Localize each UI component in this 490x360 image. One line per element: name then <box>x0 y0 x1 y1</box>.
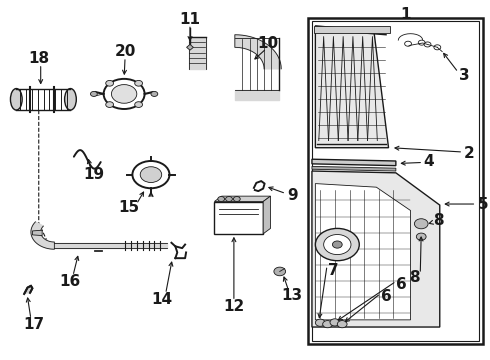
Circle shape <box>316 228 359 261</box>
Circle shape <box>111 85 137 103</box>
Circle shape <box>218 197 224 202</box>
Circle shape <box>233 197 240 202</box>
Circle shape <box>106 80 114 86</box>
Circle shape <box>151 91 158 96</box>
Polygon shape <box>187 44 194 50</box>
Polygon shape <box>215 196 270 202</box>
Bar <box>312 21 479 341</box>
Text: 7: 7 <box>328 263 339 278</box>
Bar <box>16 89 71 110</box>
Circle shape <box>316 319 325 326</box>
Text: 15: 15 <box>118 201 139 216</box>
Text: 16: 16 <box>59 274 80 289</box>
Circle shape <box>91 91 98 96</box>
Polygon shape <box>32 230 42 235</box>
Text: 13: 13 <box>281 288 302 303</box>
Circle shape <box>415 219 428 229</box>
Text: 6: 6 <box>396 277 407 292</box>
Ellipse shape <box>10 89 22 110</box>
Ellipse shape <box>65 89 76 110</box>
Text: 18: 18 <box>28 51 49 66</box>
Text: 4: 4 <box>424 154 434 169</box>
Text: 6: 6 <box>381 289 392 305</box>
Polygon shape <box>312 171 440 327</box>
Bar <box>315 26 390 33</box>
Text: 11: 11 <box>179 12 200 27</box>
Circle shape <box>135 102 143 107</box>
Polygon shape <box>24 286 32 294</box>
Polygon shape <box>31 222 54 249</box>
Circle shape <box>274 267 286 276</box>
Polygon shape <box>316 26 389 148</box>
Text: 9: 9 <box>287 188 298 203</box>
Text: 1: 1 <box>400 7 411 22</box>
Circle shape <box>132 161 170 188</box>
Circle shape <box>140 167 162 183</box>
Text: 19: 19 <box>83 167 104 183</box>
Text: 14: 14 <box>151 292 172 307</box>
Circle shape <box>135 80 143 86</box>
Circle shape <box>332 241 342 248</box>
Text: 20: 20 <box>114 45 136 59</box>
Circle shape <box>225 197 232 202</box>
Circle shape <box>106 102 114 107</box>
Text: 3: 3 <box>459 68 469 83</box>
Polygon shape <box>316 184 411 320</box>
Polygon shape <box>235 35 281 69</box>
Circle shape <box>324 234 351 255</box>
Circle shape <box>323 320 332 328</box>
Circle shape <box>434 45 441 50</box>
Polygon shape <box>312 166 396 171</box>
Circle shape <box>405 41 412 46</box>
Bar <box>215 202 263 234</box>
Text: 10: 10 <box>257 36 279 50</box>
Text: 17: 17 <box>24 317 45 332</box>
Bar <box>95 250 102 251</box>
Text: 2: 2 <box>464 146 474 161</box>
Text: 8: 8 <box>409 270 420 285</box>
Circle shape <box>330 319 340 326</box>
Text: 12: 12 <box>223 299 245 314</box>
Circle shape <box>418 40 425 45</box>
Circle shape <box>416 233 426 240</box>
Circle shape <box>103 79 145 109</box>
Text: 5: 5 <box>477 197 488 212</box>
Text: 8: 8 <box>434 213 444 228</box>
Polygon shape <box>263 196 270 234</box>
Bar <box>308 18 483 344</box>
Circle shape <box>424 42 431 47</box>
Polygon shape <box>312 159 396 166</box>
Circle shape <box>337 320 347 328</box>
